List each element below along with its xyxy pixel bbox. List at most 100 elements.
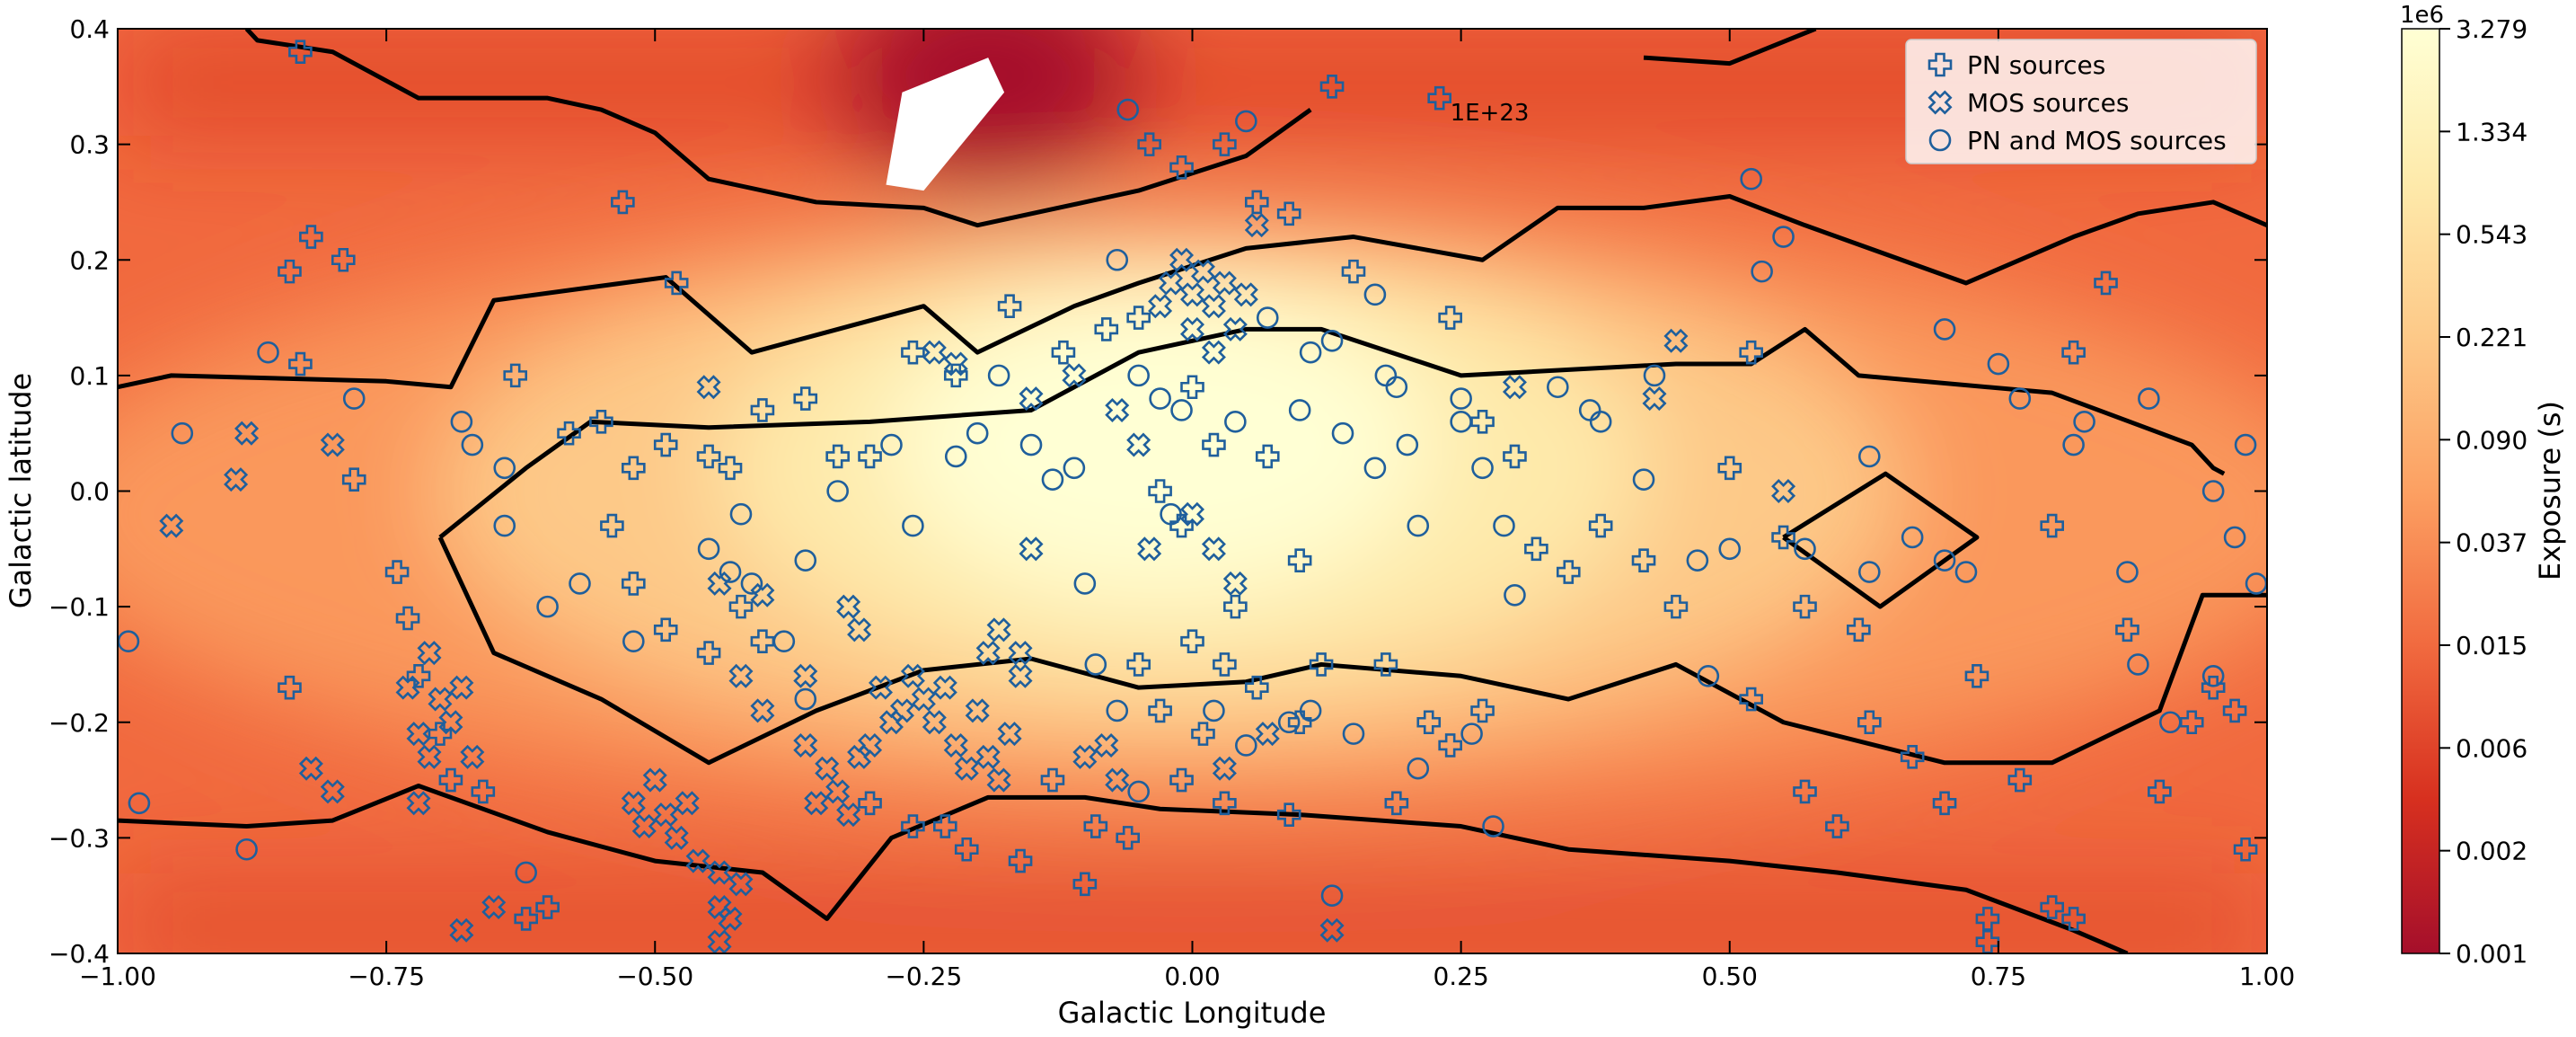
pn-source-marker xyxy=(718,456,743,481)
exposure-peak xyxy=(890,292,1430,598)
pn-mos-source-marker xyxy=(1396,433,1419,456)
mos-source-marker xyxy=(159,513,184,538)
pn-source-marker xyxy=(1900,745,1925,769)
colorbar-tick-label: 0.090 xyxy=(2456,425,2527,455)
x-tick-label: −0.50 xyxy=(616,962,693,991)
mos-source-marker xyxy=(1212,270,1237,296)
pn-mos-source-marker xyxy=(740,572,763,595)
mos-source-marker xyxy=(1222,316,1248,341)
mos-source-marker xyxy=(1008,641,1033,666)
pn-source-marker xyxy=(503,363,528,388)
pn-source-marker xyxy=(622,456,646,481)
pn-source-marker xyxy=(1503,444,1527,469)
pn-mos-source-marker xyxy=(2127,653,2149,676)
mos-source-marker xyxy=(406,722,431,747)
pn-mos-source-marker xyxy=(2201,480,2225,502)
mos-source-marker xyxy=(642,767,667,793)
mos-source-marker xyxy=(1502,375,1527,400)
mos-source-marker xyxy=(438,710,463,735)
pn-source-marker xyxy=(395,606,420,631)
pn-source-marker xyxy=(1470,698,1495,723)
colorbar-gradient xyxy=(2402,29,2439,953)
pn-mos-source-marker xyxy=(1450,387,1472,410)
pn-mos-source-marker xyxy=(1493,514,1515,537)
pn-source-marker xyxy=(858,791,882,816)
mos-source-marker xyxy=(1319,917,1345,943)
x-tick-label: 0.50 xyxy=(1702,962,1758,991)
pn-source-marker xyxy=(341,467,366,492)
mos-source-marker xyxy=(1062,363,1087,388)
pn-mos-source-marker xyxy=(536,595,559,618)
pn-source-marker xyxy=(1244,190,1269,215)
pn-source-marker xyxy=(1470,410,1495,434)
mos-source-marker xyxy=(1094,732,1119,758)
pn-source-marker xyxy=(438,767,463,793)
pn-source-marker xyxy=(2040,513,2064,538)
pn-source-marker xyxy=(1276,802,1301,827)
pn-source-marker xyxy=(1126,652,1151,677)
y-axis-label: Galactic latitude xyxy=(4,373,38,608)
mos-source-marker xyxy=(986,767,1011,793)
mos-source-marker xyxy=(631,814,657,839)
pn-source-marker xyxy=(288,40,313,65)
mos-source-marker xyxy=(1179,282,1205,307)
pn-mos-source-marker xyxy=(1127,364,1150,387)
pn-source-marker xyxy=(954,837,979,862)
mos-source-marker xyxy=(932,675,957,700)
pn-source-marker xyxy=(1438,306,1462,330)
mos-source-marker xyxy=(320,432,345,457)
pn-source-marker xyxy=(1631,548,1656,572)
pn-mos-source-marker xyxy=(1471,456,1494,480)
pn-mos-source-marker xyxy=(2234,433,2257,456)
pn-mos-source-marker xyxy=(461,433,484,456)
pn-mos-source-marker xyxy=(1320,329,1344,352)
mos-source-marker xyxy=(707,929,732,953)
mos-source-marker xyxy=(750,582,775,607)
mos-source-marker xyxy=(1159,270,1184,296)
mos-source-marker xyxy=(1019,386,1044,412)
pn-mos-source-marker xyxy=(1933,318,1956,341)
pn-mos-source-marker xyxy=(1160,502,1182,526)
pn-source-marker xyxy=(1276,201,1301,226)
pn-source-marker xyxy=(611,190,635,215)
mos-source-marker xyxy=(847,617,872,643)
pn-source-marker xyxy=(471,779,496,804)
pn-mos-source-marker xyxy=(1127,780,1150,803)
pn-mos-source-marker xyxy=(880,433,903,456)
pn-mos-source-marker xyxy=(1954,561,1978,583)
colorbar-tick-label: 0.015 xyxy=(2456,631,2527,660)
pn-source-marker xyxy=(1213,132,1237,156)
x-axis-label: Galactic Longitude xyxy=(1058,996,1327,1030)
pn-source-marker xyxy=(1094,317,1119,341)
pn-source-marker xyxy=(1739,340,1763,365)
contour-line-7 xyxy=(1643,29,1817,66)
x-tick-label: −0.25 xyxy=(885,962,962,991)
pn-source-marker xyxy=(933,814,957,838)
mos-source-marker xyxy=(1019,536,1044,562)
pn-mos-source-marker xyxy=(1901,526,1924,549)
pn-mos-source-marker xyxy=(794,687,817,711)
pn-source-marker xyxy=(1857,710,1882,735)
pn-source-marker xyxy=(535,895,560,919)
pn-source-marker xyxy=(664,270,689,296)
y-tick-label: −0.2 xyxy=(49,708,110,738)
pn-source-marker xyxy=(288,351,313,377)
mos-source-marker xyxy=(1201,536,1226,562)
pn-mos-source-marker xyxy=(1643,364,1666,387)
mos-source-marker xyxy=(922,340,947,365)
mos-source-marker xyxy=(1771,478,1796,504)
mos-source-marker xyxy=(481,895,507,920)
colorbar-tick-label: 1.334 xyxy=(2456,117,2527,146)
pn-source-marker xyxy=(278,259,302,284)
pn-mos-source-marker xyxy=(719,561,742,583)
pn-source-marker xyxy=(1771,525,1795,550)
pn-source-marker xyxy=(622,572,646,596)
colorbar-tick-label: 0.006 xyxy=(2456,733,2527,763)
pn-source-marker xyxy=(2201,675,2226,700)
y-tick-label: 0.1 xyxy=(69,361,110,391)
legend-label-1: PN sources xyxy=(1967,50,2105,80)
pn-mos-source-marker xyxy=(1740,167,1762,191)
y-tick-label: 0.4 xyxy=(69,14,110,44)
pn-source-marker xyxy=(1255,444,1280,469)
